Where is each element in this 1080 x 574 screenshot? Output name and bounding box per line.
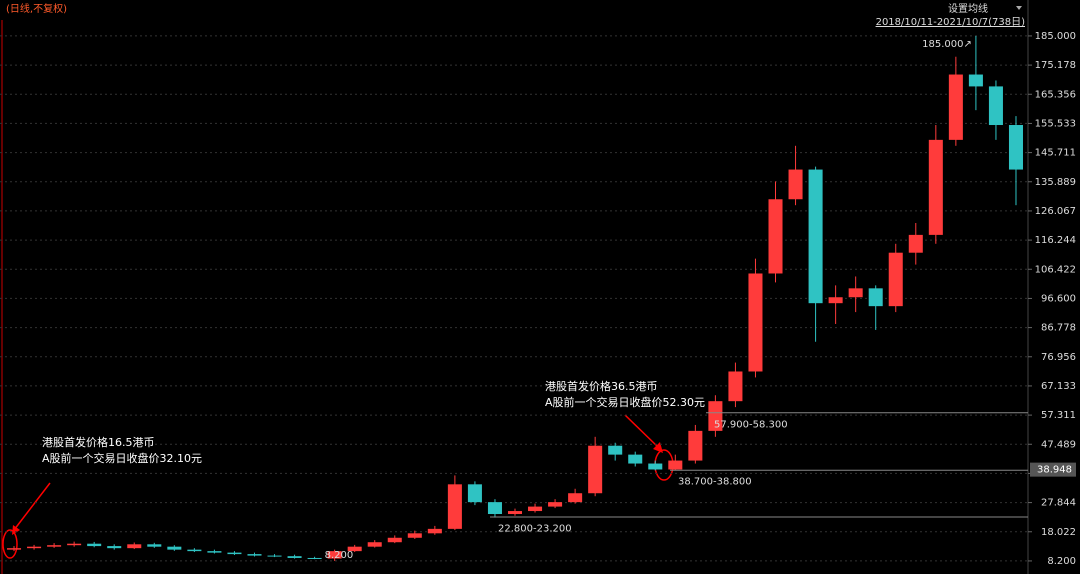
candle-body xyxy=(287,556,302,558)
current-price-box xyxy=(1030,462,1076,477)
candle-body xyxy=(908,234,923,253)
candle-body xyxy=(127,544,142,549)
y-tick-label: 96.600 xyxy=(1041,293,1076,304)
candle-body xyxy=(928,139,943,235)
y-tick-label: 76.956 xyxy=(1041,352,1076,363)
candle-body xyxy=(267,555,282,557)
range-label: 57.900-58.300 xyxy=(714,419,788,430)
candle-body xyxy=(67,543,82,546)
candle-body xyxy=(427,528,442,534)
candle-body xyxy=(808,169,823,304)
arrowhead xyxy=(12,525,20,535)
candle-body xyxy=(327,551,342,559)
candle-body xyxy=(528,506,543,512)
y-tick-label: 57.311 xyxy=(1041,410,1076,421)
extreme-label: 8.200 xyxy=(325,550,354,561)
candle-body xyxy=(147,544,162,547)
candle-body xyxy=(227,552,242,555)
candle-body xyxy=(247,554,262,556)
candle-body xyxy=(447,484,462,529)
y-tick-label: 135.889 xyxy=(1035,177,1076,188)
candle-body xyxy=(628,454,643,464)
y-tick-label: 165.356 xyxy=(1035,89,1076,100)
annotation: 港股首发价格16.5港币 xyxy=(42,435,155,449)
ma-button[interactable]: 设置均线 xyxy=(948,2,988,15)
chart-title: (日线,不复权) xyxy=(6,2,67,15)
candle-body xyxy=(988,86,1003,126)
y-tick-label: 155.533 xyxy=(1035,118,1076,129)
candle-body xyxy=(27,546,42,549)
y-tick-label: 106.422 xyxy=(1035,264,1076,275)
y-tick-label: 27.844 xyxy=(1041,498,1076,509)
candle-body xyxy=(548,502,563,507)
candle-body xyxy=(668,460,683,470)
candle-body xyxy=(948,74,963,140)
highlight-circle xyxy=(2,529,18,559)
y-tick-label: 145.711 xyxy=(1035,148,1076,159)
candle-body xyxy=(407,533,422,538)
current-price-label: 38.948 xyxy=(1037,465,1072,476)
candle-body xyxy=(968,74,983,87)
candle-body xyxy=(507,511,523,515)
range-label: 22.800-23.200 xyxy=(498,524,572,535)
candle-body xyxy=(868,288,883,307)
candle-body xyxy=(688,430,703,461)
candle-body xyxy=(187,549,202,552)
range-label: 2018/10/11-2021/10/7(738日) xyxy=(876,17,1026,28)
candle-body xyxy=(87,543,102,547)
annotation: 港股首发价格36.5港币 xyxy=(545,379,658,393)
candle-body xyxy=(888,252,903,307)
candle-body xyxy=(347,546,362,552)
candle-body xyxy=(7,548,22,550)
candle-body xyxy=(768,199,783,274)
candle-body xyxy=(1008,125,1023,170)
candle-body xyxy=(307,557,322,559)
arrow xyxy=(624,414,660,449)
candle-body xyxy=(568,493,583,503)
extreme-label: 185.000↗ xyxy=(922,39,972,50)
y-tick-label: 86.778 xyxy=(1041,323,1076,334)
candle-body xyxy=(588,445,603,494)
annotation: A股前一个交易日收盘价32.10元 xyxy=(42,451,202,465)
y-tick-label: 116.244 xyxy=(1035,235,1076,246)
y-tick-label: 47.489 xyxy=(1041,439,1076,450)
y-tick-label: 126.067 xyxy=(1035,206,1076,217)
y-tick-label: 18.022 xyxy=(1041,527,1076,538)
candle-body xyxy=(467,484,482,503)
y-tick-label: 67.133 xyxy=(1041,381,1076,392)
candle-body xyxy=(487,502,502,515)
annotation: A股前一个交易日收盘价52.30元 xyxy=(545,395,705,409)
candle-body xyxy=(708,401,723,431)
candle-body xyxy=(367,542,382,547)
ma-dropdown[interactable] xyxy=(1016,6,1022,10)
arrow xyxy=(13,482,51,531)
y-tick-label: 175.178 xyxy=(1035,60,1076,71)
candle-body xyxy=(608,445,623,455)
candle-body xyxy=(648,463,663,470)
candle-body xyxy=(728,371,743,402)
y-tick-label: 8.200 xyxy=(1047,556,1076,567)
candle-body xyxy=(107,546,122,549)
candle-body xyxy=(788,169,803,200)
candle-body xyxy=(848,288,863,298)
candle-body xyxy=(167,546,182,550)
candle-body xyxy=(47,545,62,547)
range-label: 38.700-38.800 xyxy=(678,476,752,487)
candle-body xyxy=(828,297,843,304)
y-tick-label: 185.000 xyxy=(1035,31,1076,42)
candle-body xyxy=(387,537,402,543)
candle-body xyxy=(748,273,763,372)
candle-body xyxy=(207,551,222,553)
